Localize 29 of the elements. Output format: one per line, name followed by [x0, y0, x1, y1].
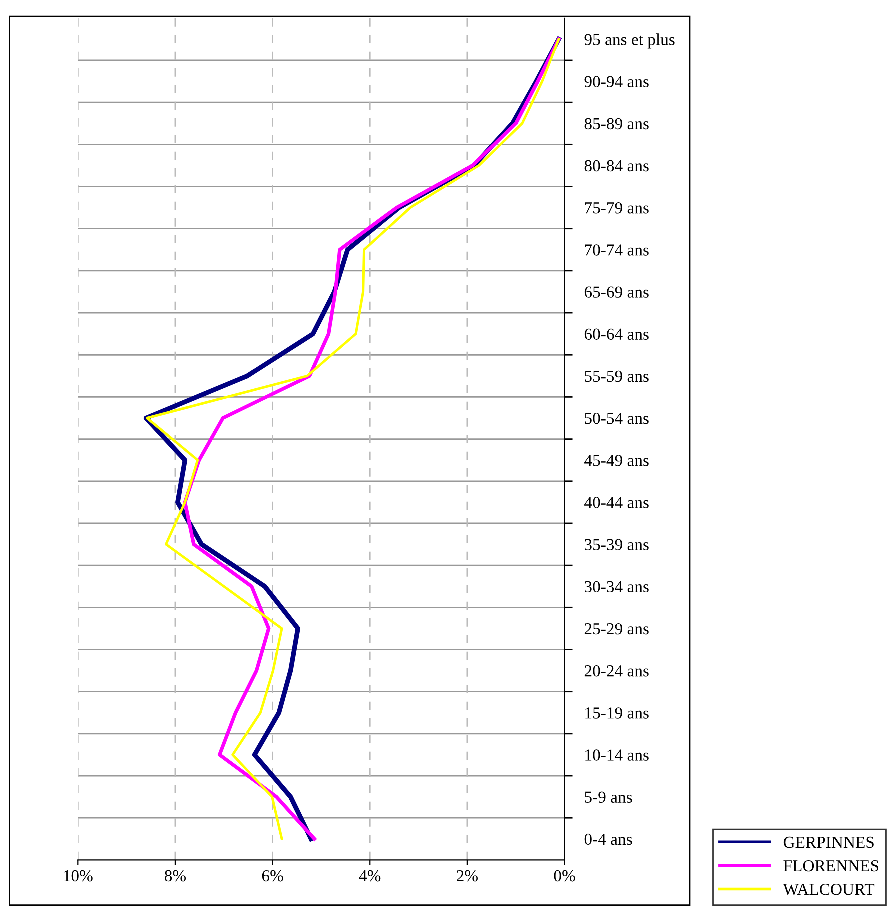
y-tick-label: 25-29 ans: [584, 623, 649, 635]
x-tick-label: 6%: [262, 870, 284, 882]
x-tick-label: 4%: [359, 870, 381, 882]
x-tick-label: 0%: [554, 870, 576, 882]
y-tick-label: 20-24 ans: [584, 665, 649, 677]
y-tick-label: 0-4 ans: [584, 834, 632, 846]
y-tick-label: 40-44 ans: [584, 497, 649, 508]
y-tick-label: 55-59 ans: [585, 370, 649, 382]
y-tick-label: 30-34 ans: [585, 581, 649, 593]
legend-label: WALCOURT: [783, 884, 875, 896]
y-tick-label: 70-74 ans: [585, 244, 649, 256]
legend-label: GERPINNES: [784, 836, 874, 848]
x-tick-label: 2%: [457, 870, 478, 882]
y-tick-label: 60-64 ans: [584, 328, 649, 340]
y-tick-label: 15-19 ans: [586, 708, 649, 719]
y-tick-label: 65-69 ans: [584, 286, 649, 298]
y-tick-label: 50-54 ans: [585, 412, 649, 424]
y-tick-label: 45-49 ans: [584, 455, 649, 466]
legend-label: FLORENNES: [784, 860, 879, 872]
y-tick-label: 35-39 ans: [585, 539, 649, 550]
y-tick-label: 5-9 ans: [585, 792, 632, 804]
y-tick-label: 90-94 ans: [584, 76, 649, 88]
y-tick-label: 85-89 ans: [584, 118, 649, 130]
y-tick-label: 75-79 ans: [585, 202, 649, 214]
y-tick-label: 10-14 ans: [586, 750, 649, 761]
x-tick-label: 8%: [164, 870, 186, 882]
x-tick-label: 10%: [64, 870, 93, 882]
y-tick-label: 95 ans et plus: [584, 34, 675, 49]
y-tick-label: 80-84 ans: [584, 160, 649, 172]
